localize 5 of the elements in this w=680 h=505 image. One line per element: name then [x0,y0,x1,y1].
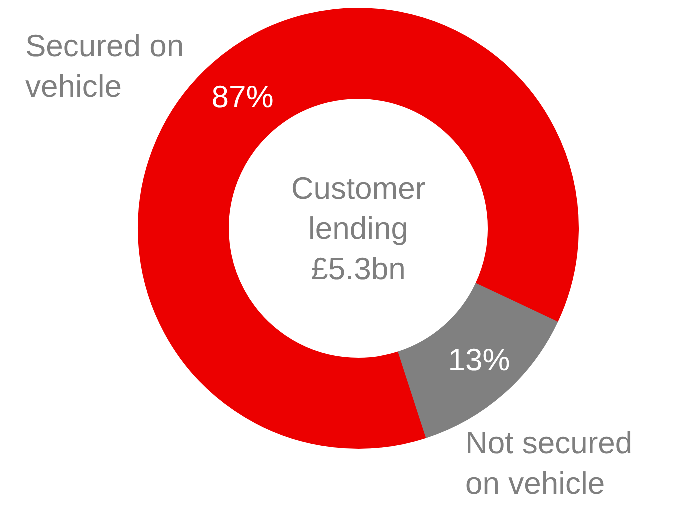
slice-label: Not secured on vehicle [466,426,633,501]
data-label: 13% [448,342,510,378]
text: Customer lending £5.3bn [291,170,426,286]
slice-label: Secured on vehicle [26,28,184,104]
data-label: 87% [212,80,274,115]
